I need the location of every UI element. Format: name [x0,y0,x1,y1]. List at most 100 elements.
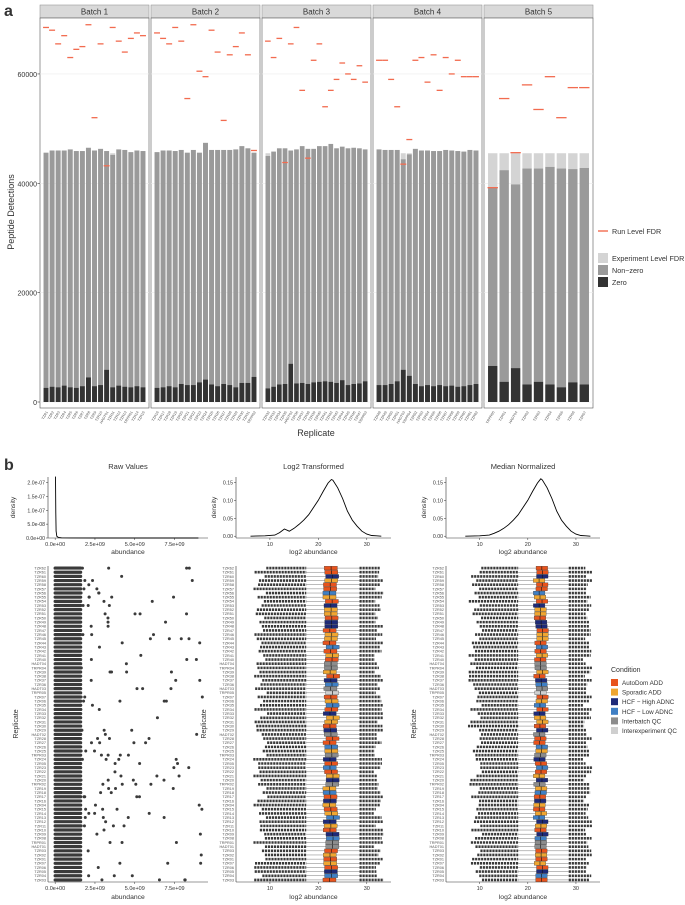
zero-bar [568,382,578,402]
zero-bar [362,381,368,402]
replicate-label: TZR02 [34,853,46,857]
replicate-label: TZR58 [34,583,46,587]
x-tick-label: TZR2 [47,410,55,420]
replicate-label: TZR41 [222,654,234,658]
experiment-fdr-bar [579,153,589,168]
outlier-point [124,662,128,666]
replicate-label: TZR34 [222,708,234,712]
nonzero-bar [55,150,61,388]
outlier-point [83,695,87,699]
legend-key [598,265,608,275]
outlier-point [125,670,129,674]
experiment-fdr-bar [533,153,544,169]
nonzero-bar [488,187,498,366]
zero-bar [579,384,589,402]
x-tick-label: TRPR04 [402,410,412,424]
outlier-point [97,707,101,711]
zero-bar [190,385,196,402]
facet-3: Batch 3TZR32TZR33TZR34TZR35HADT02TZR36TZ… [261,4,372,424]
outlier-point [120,782,124,786]
outlier-point [148,637,152,641]
nonzero-bar [461,151,467,387]
outlier-point [89,624,93,628]
replicate-label: TZR13 [432,816,444,820]
x-tick-label: TZR25 [205,411,214,423]
x-tick-label: HADT03 [396,410,406,424]
x-tick-label: TZR40 [313,411,322,423]
nonzero-bar [328,143,334,382]
zero-bar [431,386,437,402]
nonzero-bar [467,149,473,386]
y-tick-label: 0 [33,400,37,407]
outlier-point [130,874,134,878]
nonzero-bar [533,168,544,382]
replicate-label: TZR21 [34,774,46,778]
outlier-point [120,841,124,844]
replicate-label: TZR52 [222,608,234,612]
x-tick-label: TZR46 [348,411,357,423]
outlier-point [79,707,83,711]
density-panel-3: Median Normalized 0.00 0.05 0.10 0.15 10 20 30 d… [421,462,600,556]
replicate-label: TZR37 [34,679,46,683]
nonzero-bar [271,151,276,387]
zero-bar [351,383,357,402]
replicate-label: TZR45 [222,637,234,641]
replicate-label: TZR16 [222,799,234,803]
x-tick-label: 30 [573,542,579,548]
x-tick-label: TZR33 [267,411,276,423]
outlier-point [90,633,94,637]
replicate-label: TZR17 [432,795,444,799]
facet-strip-label: Batch 1 [81,8,109,17]
replicate-label: TZR62 [432,566,444,570]
replicate-label: TZR50 [432,616,444,620]
nonzero-bar [190,149,196,386]
legend-label: Run Level FDR [612,227,661,236]
outlier-point [99,791,103,795]
zero-bar [443,386,449,402]
zero-bar [545,384,555,402]
condition-legend: Condition AutoDom ADD Sporadic ADD HCF − Hi… [611,667,677,735]
replicate-label: TZR53 [34,604,46,608]
outlier-point [194,658,198,662]
y-tick-label: 1.0e-07 [27,508,45,514]
detections-bar-chart: Peptide Detections 0 20000 40000 60000 Batch … [6,4,684,438]
x-axis-title: abundance [111,894,145,901]
x-axis-title: log2 abundance [499,894,548,901]
x-tick-label: TZR48 [373,411,382,423]
nonzero-bar [522,168,532,385]
zero-bar [288,363,294,402]
zero-bar [55,387,61,402]
zero-bar [92,386,97,402]
outlier-point [150,599,154,603]
replicate-label: TZR41 [34,654,46,658]
outlier-point [82,824,86,828]
replicate-label: TZR52 [34,608,46,612]
outlier-point [79,591,83,595]
legend-label: HCF − Low ADNC [622,709,673,716]
replicate-label: TZR58 [222,583,234,587]
replicate-label: TRPR04 [429,666,444,670]
nonzero-bar [556,168,567,388]
legend-label: Interbatch QC [622,718,662,725]
x-tick-label: TZR45 [342,411,351,423]
replicate-label: TRPR01 [429,841,444,845]
replicate-label: TZR19 [34,787,46,791]
x-axis-title: Replicate [297,428,335,438]
replicate-label: TZR51 [34,612,46,616]
replicate-label: TZR49 [432,621,444,625]
outlier-point [106,778,110,782]
replicate-label: TZR33 [34,712,46,716]
outlier-point [132,741,136,745]
outlier-point [199,861,203,865]
outlier-point [89,658,93,662]
outlier-point [99,753,103,757]
nonzero-bar [49,150,55,387]
x-tick-label: TZR29 [230,411,239,423]
replicate-label: TZR38 [432,675,444,679]
outlier-point [198,832,202,836]
outlier-point [79,791,83,795]
experiment-fdr-bar [522,153,532,169]
outlier-point [135,795,139,799]
